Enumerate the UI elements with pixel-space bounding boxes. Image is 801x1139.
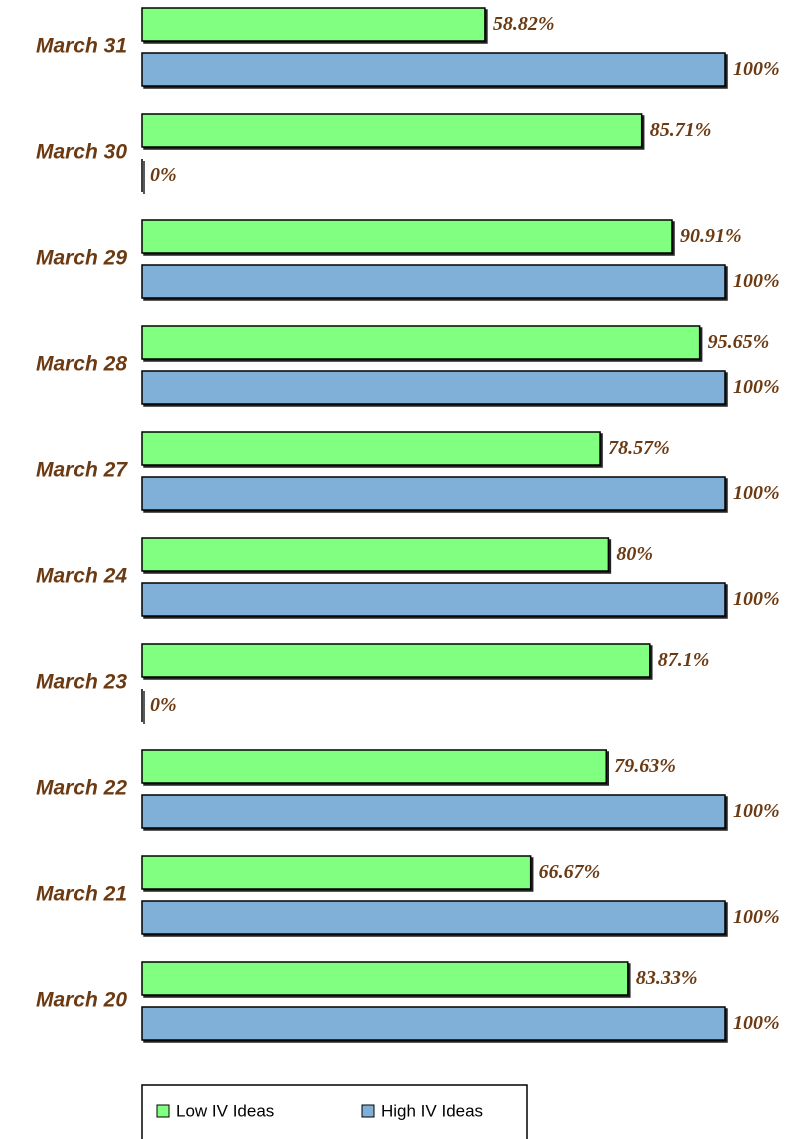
- bar: [141, 1006, 726, 1041]
- value-label: 100%: [733, 376, 780, 398]
- category-label: March 23: [36, 671, 127, 694]
- bar: [141, 749, 607, 784]
- bar: [141, 476, 726, 511]
- bar: [141, 219, 673, 254]
- category-label: March 22: [36, 777, 127, 800]
- value-label: 90.91%: [680, 225, 742, 247]
- category-label: March 20: [36, 989, 127, 1012]
- category-label: March 30: [36, 141, 127, 164]
- legend-swatch: [156, 1104, 170, 1118]
- value-label: 100%: [733, 1012, 780, 1034]
- legend-box: [141, 1084, 528, 1139]
- value-label: 100%: [733, 270, 780, 292]
- value-label: 58.82%: [493, 13, 555, 35]
- bar: [141, 52, 726, 87]
- bar: [141, 7, 486, 42]
- value-label: 80%: [616, 543, 653, 565]
- value-label: 0%: [150, 164, 177, 186]
- category-label: March 29: [36, 247, 127, 270]
- legend-label: Low IV Ideas: [176, 1101, 274, 1120]
- category-label: March 21: [36, 883, 127, 906]
- value-label: 85.71%: [650, 119, 712, 141]
- bar: [141, 855, 532, 890]
- value-label: 0%: [150, 694, 177, 716]
- value-label: 100%: [733, 906, 780, 928]
- bar: [141, 961, 629, 996]
- bar: [141, 643, 651, 678]
- bar: [141, 431, 601, 466]
- value-label: 83.33%: [636, 967, 698, 989]
- category-label: March 27: [36, 459, 128, 482]
- legend-label: High IV Ideas: [381, 1101, 483, 1120]
- value-label: 95.65%: [708, 331, 770, 353]
- value-label: 66.67%: [539, 861, 601, 883]
- value-label: 100%: [733, 800, 780, 822]
- value-label: 100%: [733, 58, 780, 80]
- bar: [141, 582, 726, 617]
- value-label: 87.1%: [658, 649, 710, 671]
- value-label: 100%: [733, 482, 780, 504]
- bar: [141, 537, 610, 572]
- category-label: March 28: [36, 353, 127, 376]
- bar: [141, 794, 726, 829]
- value-label: 100%: [733, 588, 780, 610]
- bar: [141, 370, 726, 405]
- bar: [141, 325, 701, 360]
- value-label: 79.63%: [614, 755, 676, 777]
- value-label: 78.57%: [608, 437, 670, 459]
- legend-swatch: [361, 1104, 375, 1118]
- category-label: March 31: [36, 35, 127, 58]
- category-label: March 24: [36, 565, 127, 588]
- bar: [141, 900, 726, 935]
- bar: [141, 264, 726, 299]
- bar: [141, 113, 643, 148]
